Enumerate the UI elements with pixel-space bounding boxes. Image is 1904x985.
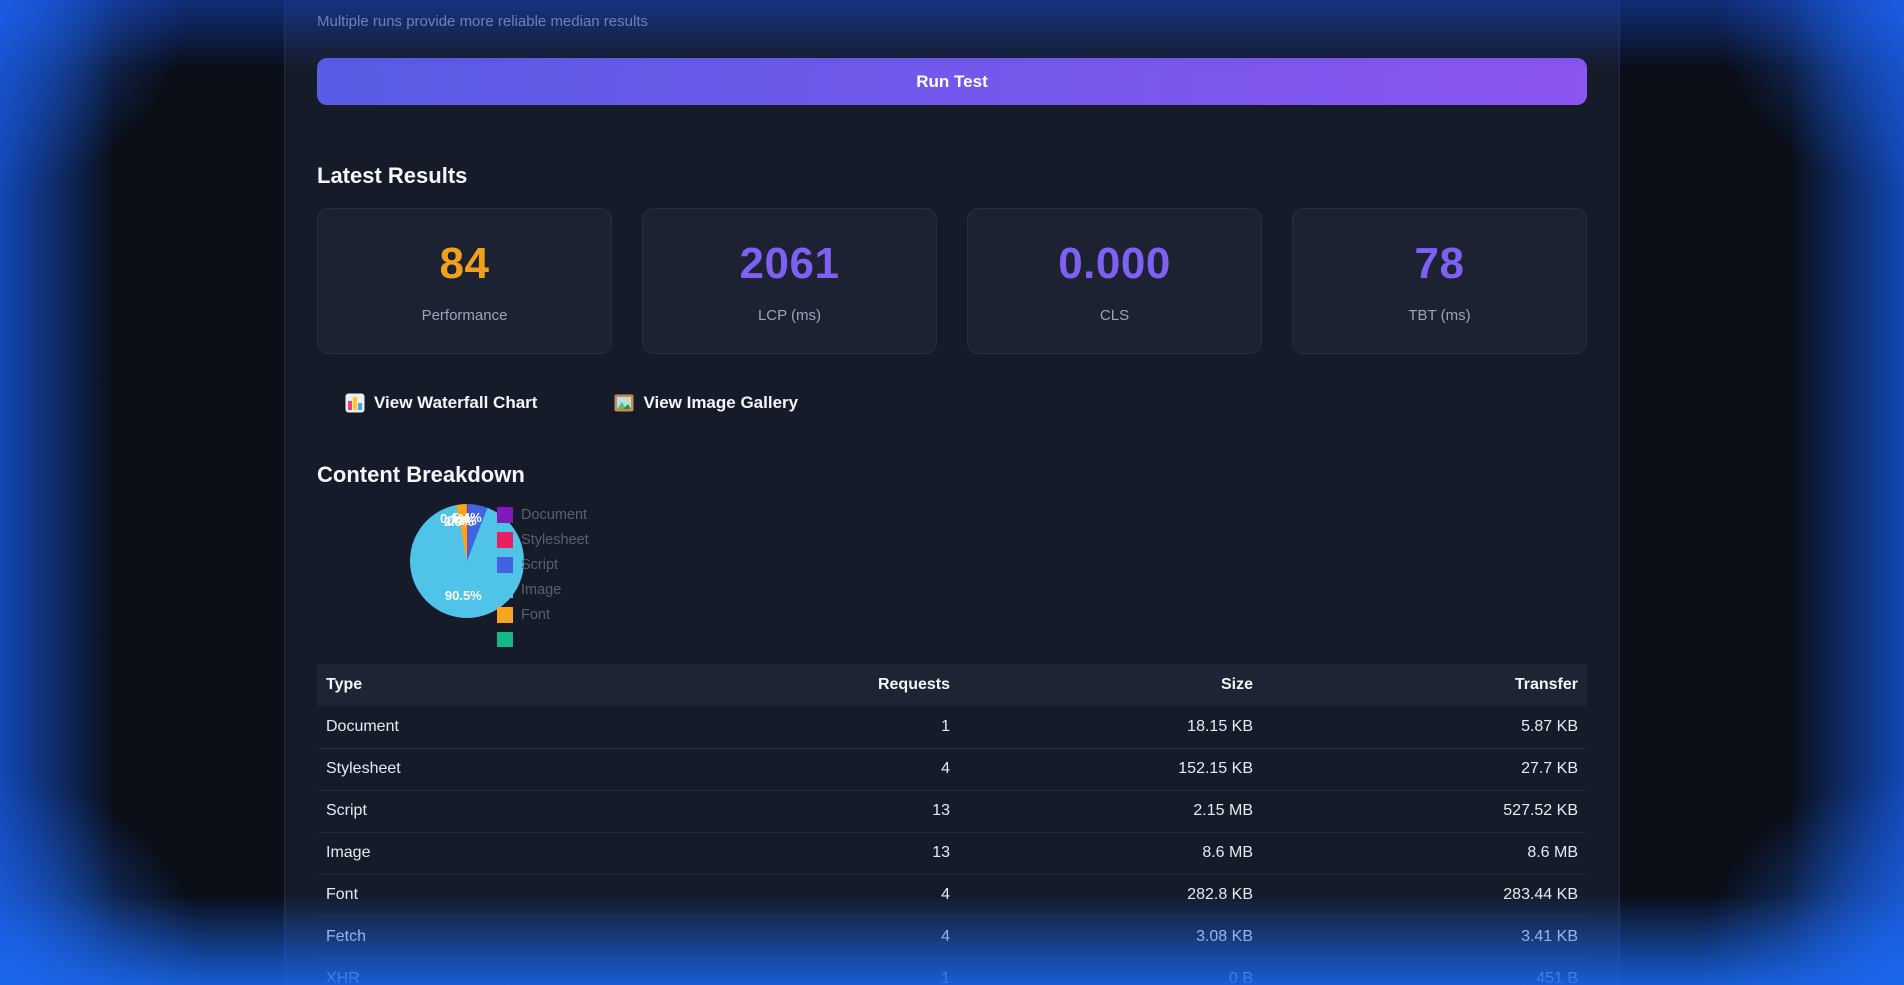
runs-note: Multiple runs provide more reliable medi… xyxy=(317,13,648,30)
bar-chart-icon xyxy=(345,393,365,413)
metric-card-cls: 0.000 CLS xyxy=(967,208,1262,354)
legend-swatch xyxy=(497,557,513,573)
cell-transfer: 5.87 KB xyxy=(1521,717,1578,735)
cell-transfer: 283.44 KB xyxy=(1503,886,1578,903)
legend-label: Stylesheet xyxy=(521,532,589,548)
cell-type: Font xyxy=(326,886,359,903)
legend-item-image[interactable]: Image xyxy=(497,582,589,598)
table-row: Fetch 4 3.08 KB 3.41 KB xyxy=(317,916,1587,958)
column-header-size: Size xyxy=(950,664,1253,706)
content-column: Multiple runs provide more reliable medi… xyxy=(317,0,1587,985)
result-links: View Waterfall Chart View Image Gallery xyxy=(317,393,1587,413)
cell-requests: 4 xyxy=(941,886,950,903)
metric-label: TBT (ms) xyxy=(1408,307,1471,324)
table-row: Font 4 282.8 KB 283.44 KB xyxy=(317,874,1587,916)
legend-label: Script xyxy=(521,557,559,573)
cell-type: Document xyxy=(326,717,399,735)
column-header-type: Type xyxy=(317,664,617,706)
cell-transfer: 451 B xyxy=(1536,970,1578,985)
table-header-row: Type Requests Size Transfer xyxy=(317,664,1587,706)
legend-swatch xyxy=(497,607,513,623)
cell-transfer: 527.52 KB xyxy=(1503,802,1578,819)
column-header-requests: Requests xyxy=(617,664,950,706)
run-test-button[interactable]: Run Test xyxy=(317,58,1587,105)
cell-size: 8.6 MB xyxy=(1202,844,1253,861)
cell-type: Script xyxy=(326,802,367,819)
cell-type: Image xyxy=(326,844,371,861)
metric-value: 78 xyxy=(1414,239,1465,288)
legend-swatch xyxy=(497,632,513,647)
pie-slice-label: 2.9% xyxy=(444,514,474,529)
metric-label: LCP (ms) xyxy=(757,307,822,324)
column-header-transfer: Transfer xyxy=(1253,664,1587,706)
link-label: View Waterfall Chart xyxy=(374,393,538,412)
link-label: View Image Gallery xyxy=(643,393,799,412)
cell-requests: 1 xyxy=(941,970,950,985)
view-waterfall-chart-link[interactable]: View Waterfall Chart xyxy=(345,393,537,413)
legend-item-stylesheet[interactable]: Stylesheet xyxy=(497,532,589,548)
metric-card-lcp: 2061 LCP (ms) xyxy=(642,208,937,354)
table-row: Script 13 2.15 MB 527.52 KB xyxy=(317,790,1587,832)
view-image-gallery-link[interactable]: View Image Gallery xyxy=(614,393,798,413)
metric-label: CLS xyxy=(1099,307,1130,324)
metric-card-performance: 84 Performance xyxy=(317,208,612,354)
latest-results-title: Latest Results xyxy=(317,163,468,188)
legend-swatch xyxy=(497,582,513,598)
cell-requests: 1 xyxy=(941,717,950,735)
cell-requests: 4 xyxy=(941,760,950,777)
legend-swatch xyxy=(497,507,513,523)
content-breakdown-chart: 0.1% 0.3% 5.4% 2.9% 90.5% Document Style… xyxy=(317,502,1587,647)
content-breakdown-table: Type Requests Size Transfer Document 1 1… xyxy=(317,664,1587,985)
cell-size: 2.15 MB xyxy=(1193,802,1253,819)
chart-legend: Document Stylesheet Script Image xyxy=(497,507,589,647)
legend-label: Document xyxy=(521,507,588,523)
legend-swatch xyxy=(497,532,513,548)
legend-item-document[interactable]: Document xyxy=(497,507,589,523)
cell-size: 152.15 KB xyxy=(1178,760,1253,777)
legend-label: Image xyxy=(521,582,562,598)
table-row: Document 1 18.15 KB 5.87 KB xyxy=(317,706,1587,748)
cell-transfer: 3.41 KB xyxy=(1521,928,1578,945)
image-gallery-icon xyxy=(614,393,634,413)
cell-size: 18.15 KB xyxy=(1187,717,1253,735)
cell-requests: 4 xyxy=(941,928,950,945)
table-row: Stylesheet 4 152.15 KB 27.7 KB xyxy=(317,748,1587,790)
cell-size: 282.8 KB xyxy=(1187,886,1253,903)
cell-type: Fetch xyxy=(326,928,367,945)
cell-type: Stylesheet xyxy=(326,760,401,777)
cell-requests: 13 xyxy=(932,802,950,819)
pie-primary-slice-label: 90.5% xyxy=(444,588,482,603)
cell-size: 3.08 KB xyxy=(1196,928,1253,945)
cell-requests: 13 xyxy=(932,844,950,861)
content-breakdown-title: Content Breakdown xyxy=(317,462,525,487)
metric-value: 2061 xyxy=(739,239,840,288)
cell-transfer: 27.7 KB xyxy=(1521,760,1578,777)
metric-value: 0.000 xyxy=(1058,239,1171,288)
table-row: XHR 1 0 B 451 B xyxy=(317,958,1587,985)
metric-cards: 84 Performance 2061 LCP (ms) 0.000 CLS 7… xyxy=(317,208,1587,354)
legend-label: Font xyxy=(521,607,551,623)
cell-type: XHR xyxy=(326,970,360,985)
metric-label: Performance xyxy=(421,307,508,324)
legend-item-script[interactable]: Script xyxy=(497,557,589,573)
legend-item-fetch[interactable] xyxy=(497,632,589,647)
cell-size: 0 B xyxy=(1228,970,1253,985)
legend-item-font[interactable]: Font xyxy=(497,607,589,623)
app-panel: Multiple runs provide more reliable medi… xyxy=(284,0,1620,985)
metric-value: 84 xyxy=(439,239,490,288)
metric-card-tbt: 78 TBT (ms) xyxy=(1292,208,1587,354)
cell-transfer: 8.6 MB xyxy=(1527,844,1578,861)
table-row: Image 13 8.6 MB 8.6 MB xyxy=(317,832,1587,874)
